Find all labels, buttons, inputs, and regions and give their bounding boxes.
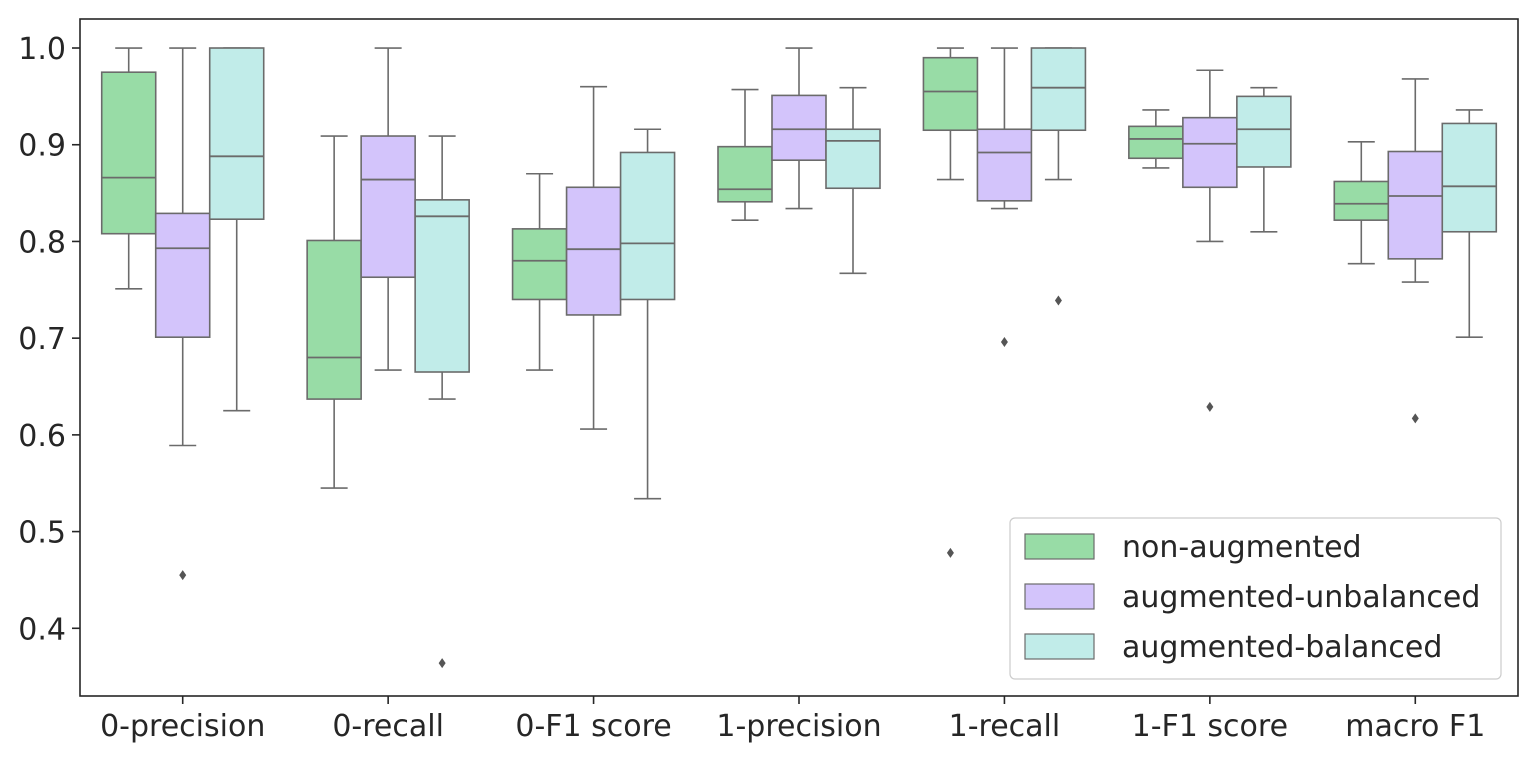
box-augmented-unbalanced-0-F1-score [565,85,622,430]
box-augmented-balanced-0-recall [414,135,470,669]
box-non-augmented-1-precision [717,88,773,221]
y-tick-label: 0.4 [18,612,66,647]
x-tick-label: 1-recall [949,709,1061,744]
legend: non-augmented augmented-unbalanced augment… [1009,517,1502,680]
box-iqr [1441,122,1498,233]
x-tick-label: 0-precision [100,709,265,744]
x-tick-label: 1-F1 score [1132,709,1288,744]
plot-area [100,47,1498,669]
legend-swatch [1024,533,1095,560]
box-iqr [1387,150,1444,260]
y-tick-label: 0.6 [18,419,66,454]
box-iqr [922,56,979,132]
box-iqr [1333,180,1390,221]
box-non-augmented-macro-F1 [1333,141,1390,265]
box-iqr [976,128,1033,202]
box-non-augmented-1-F1-score [1128,109,1184,169]
outlier-point [946,547,954,558]
box-non-augmented-1-recall [922,47,979,558]
box-augmented-unbalanced-1-precision [771,47,827,210]
box-augmented-balanced-macro-F1 [1441,109,1498,338]
box-augmented-unbalanced-0-recall [360,47,416,371]
x-tick-label: macro F1 [1345,709,1485,744]
box-iqr [360,135,416,279]
x-axis: 0-precision 0-recall 0-F1 score 1-precision… [100,696,1485,744]
box-augmented-balanced-1-recall [1030,47,1087,306]
y-tick-label: 0.7 [18,322,66,357]
box-augmented-balanced-0-precision [208,47,265,412]
legend-swatch [1024,633,1095,660]
y-tick-label: 0.9 [18,129,66,164]
box-augmented-balanced-0-F1-score [619,128,676,500]
x-tick-label: 0-recall [332,709,444,744]
box-augmented-balanced-1-F1-score [1236,86,1292,233]
box-augmented-unbalanced-1-recall [976,47,1033,348]
x-tick-label: 1-precision [716,709,881,744]
box-iqr [619,151,676,301]
plot-frame [79,18,1519,697]
y-axis: 0.4 0.5 0.6 0.7 0.8 0.9 1.0 [18,32,80,647]
box-iqr [1128,125,1184,160]
box-iqr [100,71,157,235]
box-augmented-unbalanced-0-precision [154,47,211,581]
box-iqr [306,239,362,400]
box-iqr [1182,116,1238,189]
legend-swatch [1024,583,1095,610]
outlier-point [438,658,446,669]
outlier-point [1411,413,1419,424]
outlier-point [179,570,187,581]
x-tick-label: 0-F1 score [515,709,671,744]
outlier-point [1206,401,1214,412]
box-iqr [1236,95,1292,168]
box-iqr [771,94,827,162]
outlier-point [1000,337,1008,348]
box-non-augmented-0-F1-score [511,172,568,371]
box-augmented-unbalanced-macro-F1 [1387,78,1444,424]
box-non-augmented-0-precision [100,47,157,290]
box-iqr [717,145,773,203]
box-iqr [414,199,470,373]
box-augmented-unbalanced-1-F1-score [1182,69,1238,412]
box-iqr [825,128,881,190]
legend-label: augmented-unbalanced [1122,580,1480,615]
box-iqr [1030,47,1087,132]
box-iqr [511,228,568,301]
box-non-augmented-0-recall [306,135,362,489]
outlier-point [1054,295,1062,306]
legend-label: non-augmented [1122,530,1362,565]
y-tick-label: 1.0 [18,32,66,67]
box-iqr [565,186,622,316]
box-augmented-balanced-1-precision [825,86,881,275]
legend-label: augmented-balanced [1122,630,1442,665]
box-iqr [208,47,265,220]
y-tick-label: 0.5 [18,516,66,551]
legend-box [1009,517,1502,680]
y-tick-label: 0.8 [18,225,66,260]
box-iqr [154,212,211,338]
